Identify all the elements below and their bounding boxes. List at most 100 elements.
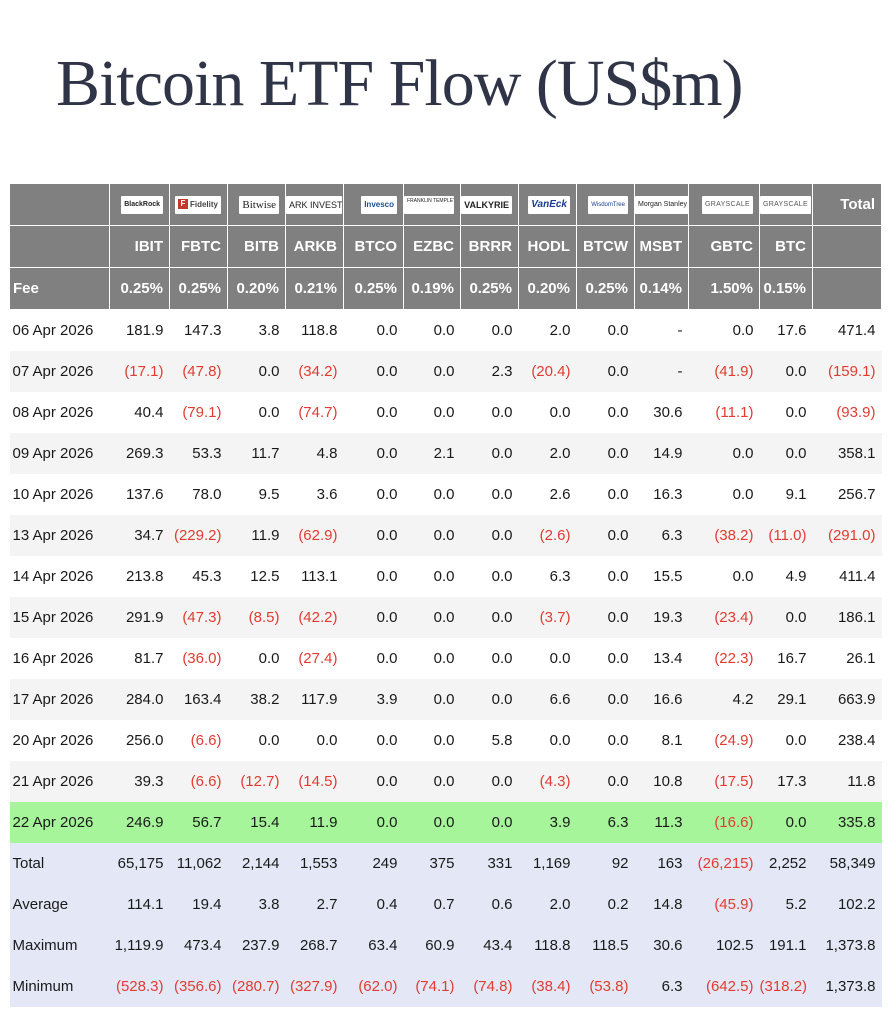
table-row: 13 Apr 2026 34.7 (229.2) 11.9 (62.9) 0.0 0.0 0.… xyxy=(9,515,882,556)
flow-value-cell: 78.0 xyxy=(169,474,228,515)
fee-cell: 0.25% xyxy=(109,267,170,310)
fee-cell: 0.20% xyxy=(227,267,286,310)
flow-value-cell: 0.0 xyxy=(576,638,635,679)
flow-value-cell: 38.2 xyxy=(227,679,286,720)
fee-cell: 0.15% xyxy=(759,267,813,310)
flow-value-cell: 13.4 xyxy=(634,638,689,679)
flow-value-cell: (47.3) xyxy=(169,597,228,638)
fee-cell: 0.25% xyxy=(169,267,228,310)
flow-value-cell: (8.5) xyxy=(227,597,286,638)
flow-value-cell: (41.9) xyxy=(688,351,760,392)
flow-value-cell: (45.9) xyxy=(688,884,760,925)
flow-value-cell: 0.0 xyxy=(343,392,404,433)
flow-value-cell: 2.0 xyxy=(518,433,577,474)
flow-value-cell: 3.8 xyxy=(227,309,286,351)
flow-value-cell: (79.1) xyxy=(169,392,228,433)
morgan-stanley-logo-icon: Morgan Stanley xyxy=(635,195,688,214)
issuer-logo-cell: GRAYSCALE xyxy=(759,183,813,226)
flow-value-cell: (26,215) xyxy=(688,843,760,884)
flow-value-cell: 0.0 xyxy=(460,309,519,351)
issuer-logo-cell: BlackRock xyxy=(109,183,170,226)
table-row: 14 Apr 2026 213.8 45.3 12.5 113.1 0.0 0.0 0.0 6.… xyxy=(9,556,882,597)
fee-header-row: Fee 0.25% 0.25% 0.20% 0.21% 0.25% 0.19% … xyxy=(9,267,882,310)
flow-value-cell: 17.6 xyxy=(759,309,813,351)
stats-row: Total 65,175 11,062 2,144 1,553 249 375 331 1,16… xyxy=(9,843,882,884)
flow-value-cell: (318.2) xyxy=(759,966,813,1007)
table-row: 09 Apr 2026 269.3 53.3 11.7 4.8 0.0 2.1 0.0 2.0 0… xyxy=(9,433,882,474)
flow-value-cell: 117.9 xyxy=(285,679,344,720)
flow-value-cell: 3.8 xyxy=(227,884,286,925)
issuer-logo-cell: WisdomTree xyxy=(576,183,635,226)
flow-value-cell: 0.0 xyxy=(227,638,286,679)
flow-value-cell: 0.0 xyxy=(576,515,635,556)
flow-value-cell: 29.1 xyxy=(759,679,813,720)
issuer-logo-cell: VanEck xyxy=(518,183,577,226)
issuer-logo-cell: F Fidelity xyxy=(169,183,228,226)
stat-label: Average xyxy=(9,884,110,925)
fee-cell: 0.25% xyxy=(343,267,404,310)
flow-value-cell: 2.3 xyxy=(460,351,519,392)
flow-value-cell: 0.0 xyxy=(576,351,635,392)
flow-value-cell: 268.7 xyxy=(285,925,344,966)
flow-value-cell: (642.5) xyxy=(688,966,760,1007)
flow-value-cell: (327.9) xyxy=(285,966,344,1007)
flow-value-cell: 30.6 xyxy=(634,925,689,966)
flow-value-cell: 0.0 xyxy=(576,474,635,515)
flow-value-cell: 0.0 xyxy=(518,392,577,433)
flow-value-cell: (16.6) xyxy=(688,802,760,843)
flow-value-cell: 4.9 xyxy=(759,556,813,597)
ticker-cell: EZBC xyxy=(403,225,461,268)
ticker-cell: MSBT xyxy=(634,225,689,268)
flow-value-cell: 39.3 xyxy=(109,761,170,802)
fee-cell: 0.14% xyxy=(634,267,689,310)
date-cell: 15 Apr 2026 xyxy=(9,597,110,638)
flow-value-cell: 249 xyxy=(343,843,404,884)
flow-value-cell: 0.0 xyxy=(460,679,519,720)
flow-value-cell: 2.7 xyxy=(285,884,344,925)
flow-value-cell: (2.6) xyxy=(518,515,577,556)
etf-flow-table: BlackRock F Fidelity Bitwise ARK INVEST I… xyxy=(9,183,882,1007)
flow-value-cell: (3.7) xyxy=(518,597,577,638)
flow-value-cell: (38.2) xyxy=(688,515,760,556)
flow-value-cell: 0.0 xyxy=(460,515,519,556)
flow-value-cell: 0.0 xyxy=(403,392,461,433)
flow-value-cell: 473.4 xyxy=(169,925,228,966)
flow-value-cell: 19.4 xyxy=(169,884,228,925)
flow-value-cell: 0.7 xyxy=(403,884,461,925)
bitwise-logo-icon: Bitwise xyxy=(239,195,279,214)
table-row: 22 Apr 2026 246.9 56.7 15.4 11.9 0.0 0.0 0.0 3.9… xyxy=(9,802,882,843)
flow-value-cell: 0.0 xyxy=(688,556,760,597)
flow-value-cell: 0.0 xyxy=(759,597,813,638)
flow-value-cell: 0.0 xyxy=(343,761,404,802)
flow-value-cell: 0.0 xyxy=(343,556,404,597)
flow-value-cell: (23.4) xyxy=(688,597,760,638)
flow-value-cell: 45.3 xyxy=(169,556,228,597)
ticker-cell: BRRR xyxy=(460,225,519,268)
flow-value-cell: 0.0 xyxy=(343,309,404,351)
flow-value-cell: 0.0 xyxy=(403,597,461,638)
flow-value-cell: 0.0 xyxy=(460,392,519,433)
flow-value-cell: 11,062 xyxy=(169,843,228,884)
date-cell: 09 Apr 2026 xyxy=(9,433,110,474)
vaneck-logo-icon: VanEck xyxy=(528,195,570,214)
flow-value-cell: (74.1) xyxy=(403,966,461,1007)
flow-value-cell: 0.6 xyxy=(460,884,519,925)
flow-value-cell: 11.7 xyxy=(227,433,286,474)
flow-value-cell: 0.0 xyxy=(403,802,461,843)
stats-row: Minimum (528.3) (356.6) (280.7) (327.9) (62.0… xyxy=(9,966,882,1007)
fee-label: Fee xyxy=(9,267,110,310)
flow-value-cell: 0.0 xyxy=(227,720,286,761)
stat-label: Total xyxy=(9,843,110,884)
page-title: Bitcoin ETF Flow (US$m) xyxy=(56,47,744,120)
flow-value-cell: - xyxy=(634,351,689,392)
ticker-cell: IBIT xyxy=(109,225,170,268)
flow-value-cell: 16.6 xyxy=(634,679,689,720)
date-cell: 10 Apr 2026 xyxy=(9,474,110,515)
flow-value-cell: (34.2) xyxy=(285,351,344,392)
date-cell: 20 Apr 2026 xyxy=(9,720,110,761)
ticker-total-cell xyxy=(812,225,882,268)
fidelity-logo-text: Fidelity xyxy=(189,199,218,209)
flow-value-cell: 137.6 xyxy=(109,474,170,515)
table-row: 15 Apr 2026 291.9 (47.3) (8.5) (42.2) 0.0 0.0 0… xyxy=(9,597,882,638)
row-total-cell: 26.1 xyxy=(812,638,882,679)
